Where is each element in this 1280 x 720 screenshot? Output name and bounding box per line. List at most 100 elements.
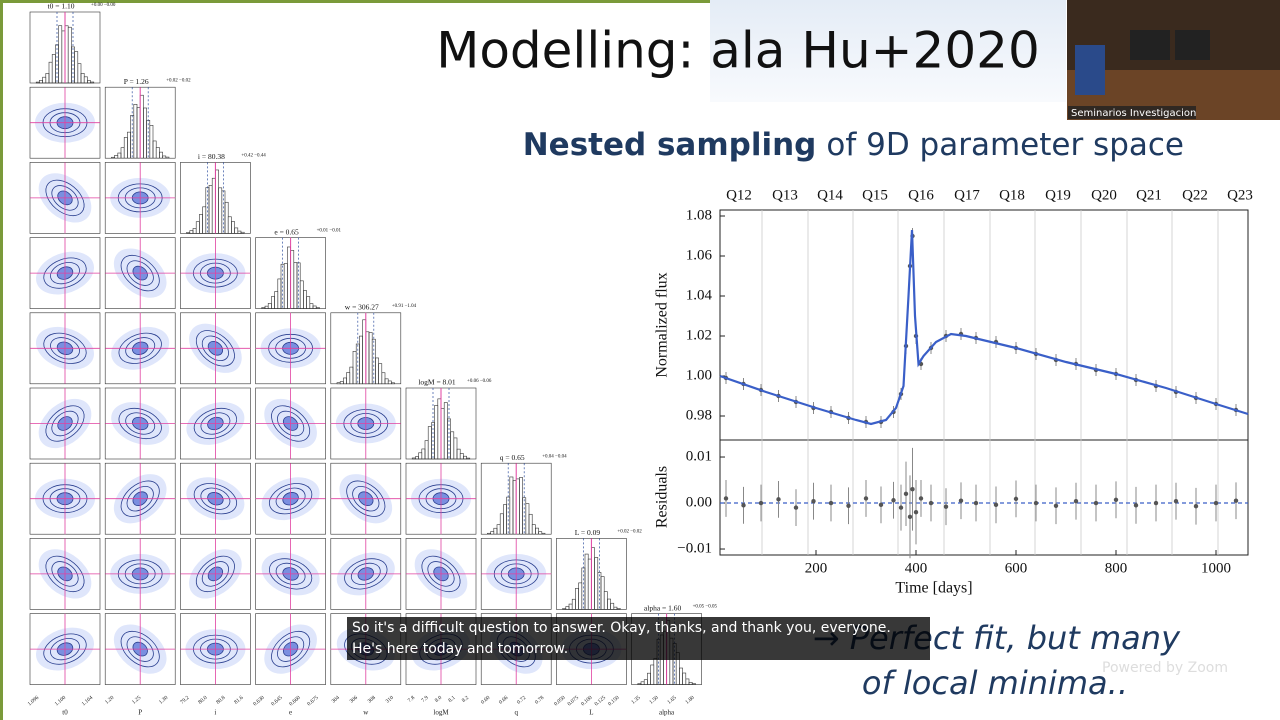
quarter-label: Q19 bbox=[1045, 187, 1071, 203]
contour bbox=[45, 179, 85, 217]
histogram-bar bbox=[610, 602, 615, 610]
corner-tick-label: 8.1 bbox=[447, 695, 456, 704]
corner-tick-label: 308 bbox=[367, 695, 377, 705]
corner-tick-label: 0.72 bbox=[516, 695, 527, 706]
contour bbox=[43, 257, 87, 289]
corner-tick-label: 304 bbox=[331, 695, 341, 705]
light-curve: Q12 Q13 Q14 Q15 Q16 Q17 Q18 Q19 Q20 Q21 Q22 Q23 200 4… bbox=[654, 187, 1253, 596]
residual-point bbox=[1153, 500, 1159, 506]
histogram-bar bbox=[90, 81, 95, 84]
contour bbox=[195, 330, 235, 367]
y-tick-label: 0.98 bbox=[686, 407, 712, 423]
y-tick-label: 0.01 bbox=[686, 448, 712, 464]
param-error: +0.00 −0.00 bbox=[91, 3, 116, 8]
contour bbox=[50, 337, 80, 360]
y-axis-label: Normalized flux bbox=[654, 272, 671, 377]
contour bbox=[126, 636, 154, 662]
histogram-bar bbox=[541, 532, 546, 535]
corner-tick-label: 79.2 bbox=[179, 695, 190, 706]
residual-point bbox=[878, 502, 884, 508]
residual-point bbox=[898, 505, 904, 510]
param-title: P = 1.26 bbox=[124, 77, 149, 86]
contour bbox=[268, 483, 313, 515]
contour bbox=[346, 480, 386, 517]
camera-label: Seminarios Investigacion bbox=[1071, 108, 1196, 119]
conclusion-line: of local minima.. bbox=[862, 664, 1128, 702]
contour bbox=[51, 561, 79, 587]
residual-point bbox=[776, 497, 781, 502]
residual-point bbox=[846, 503, 851, 508]
border bbox=[0, 0, 710, 3]
x-tick-label: 200 bbox=[805, 560, 828, 576]
contour bbox=[118, 407, 162, 440]
quarter-label: Q14 bbox=[817, 187, 843, 203]
param-error: +0.02 −0.02 bbox=[617, 530, 642, 535]
contour bbox=[427, 561, 455, 587]
camera: Seminarios Investigacion bbox=[1067, 0, 1280, 120]
corner-tick-label: 0.78 bbox=[534, 695, 545, 706]
x-tick-label: 400 bbox=[905, 560, 928, 576]
contour bbox=[126, 260, 154, 286]
param-title: i = 80.38 bbox=[198, 152, 225, 161]
param-error: +0.42 −0.44 bbox=[241, 154, 266, 159]
contour bbox=[277, 636, 305, 662]
quarter-label: Q16 bbox=[908, 187, 934, 203]
histogram-bar bbox=[83, 76, 88, 84]
contour bbox=[118, 332, 162, 364]
param-error: +0.04 −0.04 bbox=[542, 454, 567, 459]
param-title: t0 = 1.10 bbox=[48, 2, 75, 11]
watermark: Powered by Zoom bbox=[1102, 660, 1228, 676]
param-axis-label: alpha bbox=[659, 709, 675, 717]
residual-point bbox=[918, 496, 924, 501]
residual-point bbox=[1113, 497, 1119, 502]
histogram-bar bbox=[616, 608, 621, 610]
y-axis-label: Residuals bbox=[654, 466, 671, 528]
caption-line: So it's a difficult question to answer. … bbox=[352, 620, 891, 636]
border bbox=[0, 0, 3, 720]
contour bbox=[51, 185, 79, 211]
residual-point bbox=[793, 505, 799, 510]
contour bbox=[275, 562, 306, 586]
caption-box bbox=[347, 617, 930, 660]
caption-line: He's here today and tomorrow. bbox=[352, 641, 568, 657]
param-title: w = 306.27 bbox=[345, 303, 379, 312]
corner-tick-label: 0.66 bbox=[498, 695, 509, 706]
histogram-bar bbox=[685, 678, 690, 685]
contour bbox=[120, 254, 160, 292]
residual-point bbox=[828, 500, 834, 506]
y-tick-label: 1.00 bbox=[686, 367, 712, 383]
contour bbox=[352, 485, 380, 512]
contour bbox=[125, 412, 156, 435]
quarter-label: Q23 bbox=[1227, 187, 1253, 203]
histogram-bar bbox=[159, 151, 163, 159]
residual-point bbox=[1013, 496, 1019, 502]
subtitle-rest: of 9D parameter space bbox=[826, 127, 1184, 163]
residual-point bbox=[907, 514, 913, 520]
contour bbox=[125, 337, 156, 360]
param-error: +0.06 −0.06 bbox=[467, 379, 492, 384]
histogram-bar bbox=[306, 296, 311, 309]
residual-point bbox=[1073, 498, 1079, 504]
y-tick-label: −0.01 bbox=[677, 540, 712, 556]
contour bbox=[201, 561, 229, 587]
y-tick-label: 1.04 bbox=[686, 287, 713, 303]
contour bbox=[50, 261, 80, 285]
residual-point bbox=[758, 500, 764, 506]
contour bbox=[200, 487, 231, 510]
contour bbox=[268, 558, 313, 590]
param-axis-label: L bbox=[589, 709, 593, 717]
residual-point bbox=[1053, 503, 1059, 508]
residual-point bbox=[1093, 500, 1099, 506]
contour bbox=[344, 558, 388, 590]
y-tick-label: 1.06 bbox=[686, 247, 713, 263]
residual-point bbox=[913, 510, 919, 515]
param-error: +0.05 −0.05 bbox=[693, 605, 718, 610]
contour bbox=[271, 405, 311, 442]
quarter-label: Q18 bbox=[999, 187, 1025, 203]
param-axis-label: logM bbox=[433, 709, 449, 717]
contour bbox=[195, 555, 235, 593]
param-title: logM = 8.01 bbox=[418, 378, 456, 387]
corner-tick-label: 1.65 bbox=[666, 695, 677, 706]
contour bbox=[45, 405, 85, 442]
